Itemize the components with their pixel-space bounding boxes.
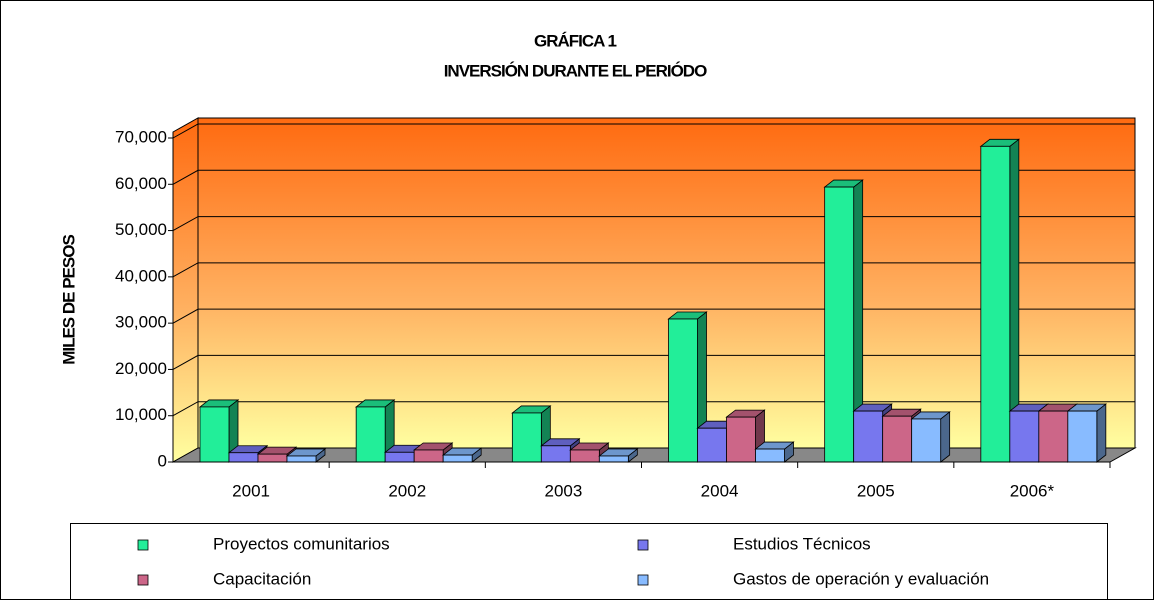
bar: [1037, 403, 1078, 463]
legend-marker: [137, 539, 149, 551]
bar: [285, 448, 327, 463]
bar-front: [355, 406, 386, 463]
bar-front: [413, 449, 444, 463]
bar-front: [228, 452, 259, 463]
bar: [511, 405, 552, 463]
bar-front: [726, 416, 756, 463]
x-tick-label: 2004: [701, 481, 739, 500]
y-tick-label: 10,000: [115, 405, 167, 424]
bar-front: [911, 418, 942, 463]
grid-line: [172, 216, 1135, 232]
bar-front: [824, 186, 855, 463]
bar-front: [1009, 410, 1040, 463]
grid-line: [172, 169, 1135, 185]
x-tick-label: 2006*: [1010, 481, 1055, 500]
y-tick-label: 40,000: [115, 266, 167, 285]
x-tick-label: 2003: [545, 481, 583, 500]
bar-front: [853, 410, 884, 463]
bar-front: [1067, 410, 1098, 463]
y-tick-label: 20,000: [115, 359, 167, 378]
grid-line: [172, 262, 1135, 278]
legend-label: Gastos de operación y evaluación: [733, 569, 989, 588]
bar-front: [882, 415, 913, 463]
side-wall: [172, 117, 199, 463]
bar-front: [668, 318, 698, 463]
bar-front: [199, 406, 230, 463]
bar-front: [755, 448, 785, 463]
bar: [823, 179, 864, 463]
y-tick-label: 60,000: [115, 174, 167, 193]
bar: [1066, 403, 1107, 463]
bar-front: [980, 145, 1011, 463]
bar: [442, 447, 483, 463]
bar-front: [384, 451, 415, 463]
chart-subtitle: INVERSIÓN DURANTE EL PERIÓDO: [444, 61, 707, 80]
y-tick-label: 70,000: [115, 127, 167, 146]
bar: [910, 411, 951, 463]
bar-front: [598, 455, 629, 463]
x-tick-label: 2002: [388, 481, 426, 500]
legend-marker: [137, 574, 149, 586]
legend-label: Estudios Técnicos: [733, 534, 871, 553]
legend: [70, 523, 1108, 600]
legend-marker: [637, 539, 649, 551]
grid-line: [172, 308, 1135, 324]
bar: [598, 448, 639, 463]
chart-title: GRÁFICA 1: [534, 31, 617, 50]
bar: [754, 441, 795, 463]
bar: [198, 399, 240, 463]
bar-front: [442, 454, 473, 463]
bar-front: [1038, 410, 1069, 463]
x-tick-label: 2001: [232, 481, 270, 500]
x-tick-label: 2005: [857, 481, 895, 500]
y-tick-label: 0: [158, 451, 167, 470]
bar-side: [940, 411, 951, 463]
y-tick-label: 50,000: [115, 220, 167, 239]
bar-side: [1096, 403, 1107, 463]
bar-front: [257, 453, 288, 463]
bar: [979, 138, 1020, 463]
bar-front: [697, 427, 727, 463]
legend-label: Capacitación: [213, 569, 311, 588]
bar-front: [511, 412, 542, 463]
bar-front: [286, 455, 317, 463]
legend-marker: [637, 574, 649, 586]
grid-line: [172, 354, 1135, 370]
grid-line: [172, 123, 1135, 139]
legend-label: Proyectos comunitarios: [213, 534, 390, 553]
y-axis-label: MILES DE PESOS: [59, 235, 78, 365]
grid-line: [172, 401, 1135, 417]
bar-front: [540, 445, 571, 463]
y-tick-label: 30,000: [115, 313, 167, 332]
bar-front: [569, 449, 600, 463]
